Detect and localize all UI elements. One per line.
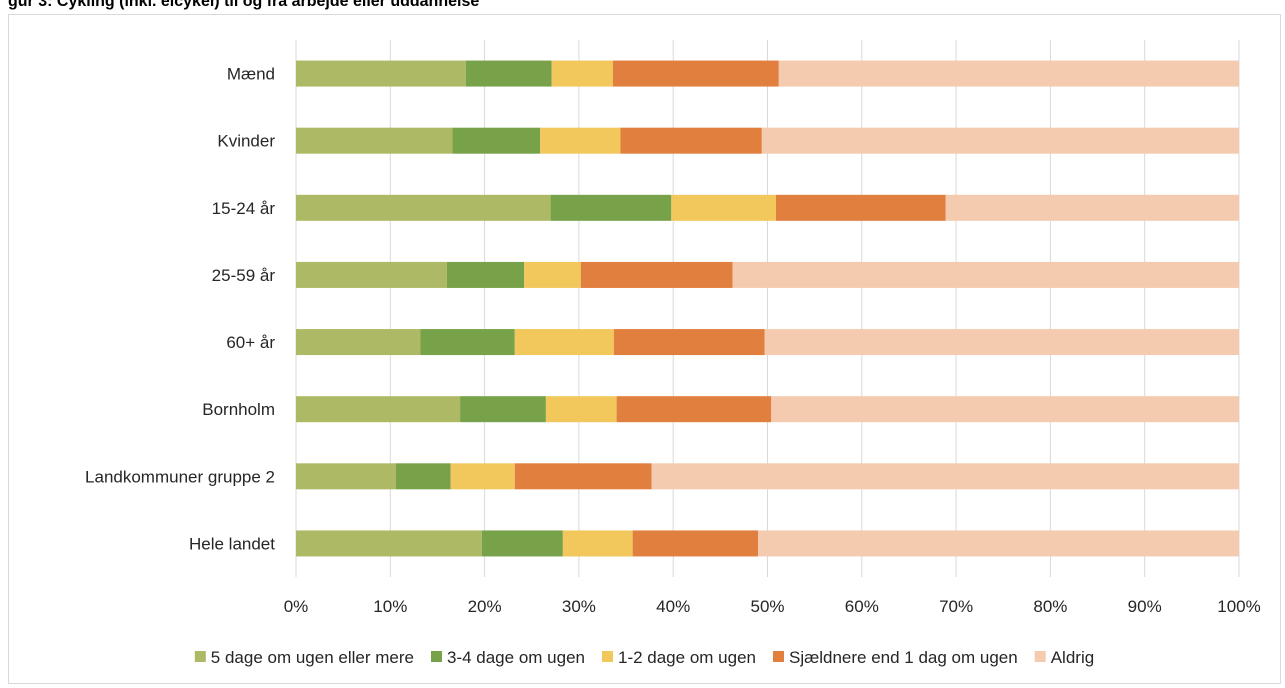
bar-segment <box>296 329 421 356</box>
x-tick-label: 40% <box>656 597 690 616</box>
x-tick-label: 0% <box>284 597 309 616</box>
x-tick-label: 10% <box>373 597 407 616</box>
bar-segment <box>580 261 733 288</box>
bar-segment <box>616 396 772 423</box>
bar-segment <box>764 329 1239 356</box>
legend: 5 dage om ugen eller mere 3-4 dage om uge… <box>194 648 1094 667</box>
x-tick-label: 100% <box>1217 597 1260 616</box>
bar-segment <box>545 396 617 423</box>
bar-segment <box>296 396 461 423</box>
bar-segment <box>465 60 552 87</box>
bar-segment <box>450 463 515 490</box>
x-tick-label: 20% <box>468 597 502 616</box>
category-label: 60+ år <box>226 333 275 352</box>
bar-segment <box>612 60 779 87</box>
category-label: Bornholm <box>202 400 275 419</box>
bar-segment <box>620 127 762 154</box>
bar-segment <box>945 194 1239 221</box>
legend-swatch <box>430 651 442 662</box>
bar-segment <box>460 396 546 423</box>
bar-segment <box>514 329 614 356</box>
bar-segment <box>778 60 1239 87</box>
bar-segment <box>562 530 633 557</box>
category-labels: Mænd Kvinder 15-24 år 25-59 år 60+ år Bornhol… <box>85 65 275 554</box>
bar-segment <box>481 530 563 557</box>
legend-label: 3-4 dage om ugen <box>447 648 585 667</box>
legend-swatch <box>194 651 206 662</box>
legend-swatch <box>772 651 784 662</box>
chart-title: gur 3: Cykling (inkl. elcykel) til og fr… <box>8 0 480 10</box>
bars <box>296 60 1239 557</box>
legend-swatch <box>601 651 613 662</box>
x-tick-label: 70% <box>939 597 973 616</box>
x-tick-label: 90% <box>1128 597 1162 616</box>
legend-label: Aldrig <box>1051 648 1094 667</box>
category-label: 15-24 år <box>212 199 276 218</box>
x-tick-labels: 0% 10% 20% 30% 40% 50% 60% 70% 80% 90% 100% <box>284 597 1261 616</box>
bar-segment <box>671 194 776 221</box>
bar-segment <box>551 60 613 87</box>
legend-label: Sjældnere end 1 dag om ugen <box>789 648 1018 667</box>
bar-segment <box>296 60 466 87</box>
gridlines <box>295 40 1240 577</box>
category-label: Hele landet <box>189 534 275 553</box>
category-label: Mænd <box>227 65 275 84</box>
bar-segment <box>761 127 1239 154</box>
bar-segment <box>771 396 1239 423</box>
x-tick-label: 80% <box>1033 597 1067 616</box>
category-label: Landkommuner gruppe 2 <box>85 467 275 486</box>
bar-segment <box>775 194 946 221</box>
bar-segment <box>632 530 759 557</box>
bar-segment <box>732 261 1239 288</box>
bar-segment <box>550 194 672 221</box>
legend-swatch <box>1034 651 1046 662</box>
bar-segment <box>446 261 525 288</box>
x-tick-label: 50% <box>750 597 784 616</box>
bar-segment <box>296 463 396 490</box>
bar-segment <box>758 530 1239 557</box>
x-tick-label: 30% <box>562 597 596 616</box>
bar-segment <box>514 463 652 490</box>
bar-segment <box>296 194 551 221</box>
bar-segment <box>296 530 482 557</box>
bar-segment <box>296 261 447 288</box>
bar-segment <box>651 463 1239 490</box>
bar-segment <box>540 127 621 154</box>
bar-segment <box>524 261 581 288</box>
category-label: 25-59 år <box>212 266 276 285</box>
legend-label: 5 dage om ugen eller mere <box>211 648 414 667</box>
bar-segment <box>452 127 541 154</box>
bar-segment <box>613 329 765 356</box>
legend-label: 1-2 dage om ugen <box>618 648 756 667</box>
bar-segment <box>296 127 453 154</box>
bar-segment <box>420 329 515 356</box>
x-tick-label: 60% <box>845 597 879 616</box>
category-label: Kvinder <box>217 132 275 151</box>
bar-segment <box>395 463 451 490</box>
